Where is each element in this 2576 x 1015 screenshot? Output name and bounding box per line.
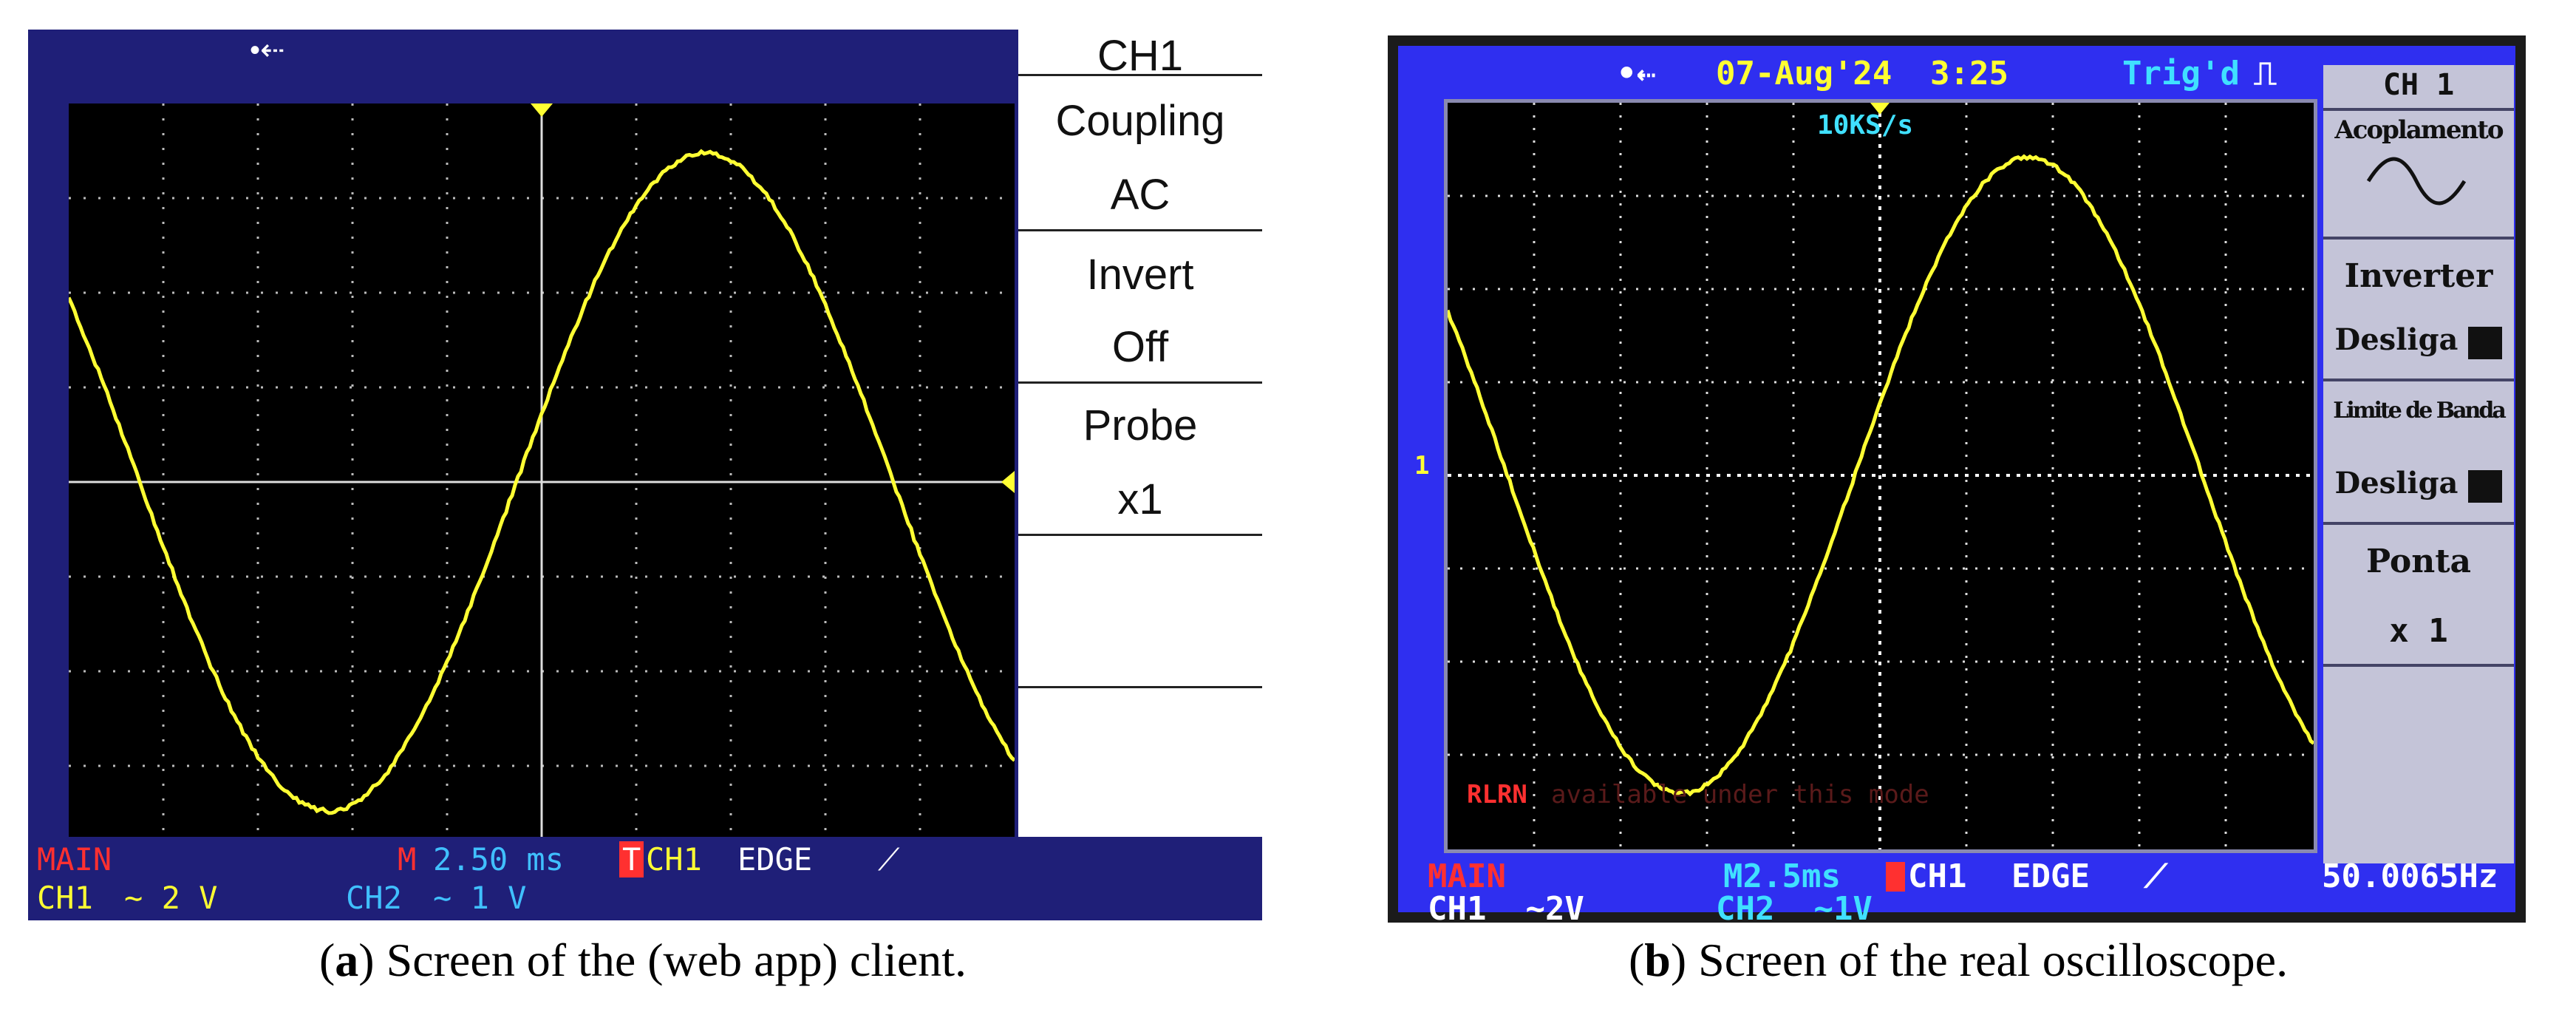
- trigger-source: CH1: [646, 841, 702, 877]
- menu-channel-title: CH1: [1018, 31, 1262, 81]
- trigger-status: Trig'd: [2122, 55, 2240, 92]
- bandwidth-label[interactable]: Limite de Banda: [2323, 398, 2514, 424]
- usb-icon: •⇠: [250, 33, 285, 67]
- timebase-value: 2.50 ms: [433, 841, 564, 877]
- probe-value[interactable]: x1: [1018, 475, 1262, 524]
- trigger-position-marker: [531, 103, 553, 117]
- scope-waveform-svg: [1448, 103, 2314, 849]
- coupling-label[interactable]: Acoplamento: [2323, 115, 2514, 145]
- client-panel: •⇠ CH1 Cou: [28, 30, 1262, 920]
- trigger-marker: T: [619, 841, 644, 877]
- trigger-pulse-icon: ⎍: [2254, 55, 2277, 92]
- client-screen: [28, 72, 1018, 866]
- client-top-bar: •⇠: [28, 30, 1018, 72]
- invert-off-icon: [2468, 327, 2502, 359]
- invert-label[interactable]: Invert: [1018, 250, 1262, 299]
- ch1-scale: ∼ 2 V: [124, 880, 217, 916]
- rising-edge-icon: ⟋: [2144, 858, 2167, 895]
- probe-label[interactable]: Probe: [1018, 401, 1262, 450]
- scope-date: 07-Aug'24: [1716, 55, 1892, 92]
- caption-b: (b) Screen of the real oscilloscope.: [1515, 933, 2402, 988]
- main-label: MAIN: [37, 841, 112, 877]
- oscilloscope-screen: •⇠ 07-Aug'24 3:25 Trig'd ⎍: [1398, 46, 2515, 912]
- trigger-marker: [1886, 862, 1905, 892]
- client-waveform-display: [69, 103, 1015, 865]
- usb-icon: •⇠: [1617, 55, 1656, 92]
- ch2-scale: ∼ 1 V: [433, 880, 526, 916]
- oscilloscope-photo: •⇠ 07-Aug'24 3:25 Trig'd ⎍: [1388, 35, 2526, 923]
- ch2-label: CH2: [346, 880, 402, 916]
- client-status-bar: MAIN M 2.50 ms T CH1 EDGE ⟋ CH1 ∼ 2 V CH…: [28, 837, 1262, 920]
- scope-side-menu: CH 1 Acoplamento Inverter Desliga Limite…: [2323, 65, 2514, 863]
- probe-label[interactable]: Ponta: [2323, 543, 2514, 580]
- ch1-label: CH1: [37, 880, 93, 916]
- ch2-scale: CH2 ∼1V: [1716, 890, 1873, 928]
- ch1-scale: CH1 ∼2V: [1428, 890, 1584, 928]
- client-waveform-svg: [69, 103, 1015, 865]
- invert-value[interactable]: Desliga: [2301, 322, 2492, 357]
- invert-label[interactable]: Inverter: [2323, 257, 2514, 295]
- trigger-source: CH1: [1908, 858, 1966, 895]
- ac-coupling-icon: [2365, 155, 2468, 211]
- ch1-ground-marker: 1: [1414, 451, 1429, 481]
- caption-b-label: b: [1644, 934, 1671, 986]
- caption-b-text: Screen of the real oscilloscope.: [1698, 934, 2288, 986]
- sample-rate: 10KS/s: [1817, 110, 1913, 140]
- scope-waveform-display: 10KS/s RLRN available under this mode: [1444, 99, 2317, 853]
- trigger-type: EDGE: [2011, 858, 2090, 895]
- trigger-level-marker: [1001, 471, 1015, 493]
- scope-time: 3:25: [1930, 55, 2008, 92]
- caption-a-label: a: [335, 934, 358, 986]
- caption-a: (a) Screen of the (web app) client.: [236, 933, 1049, 988]
- frequency-readout: 50.0065Hz: [2322, 858, 2498, 895]
- bandwidth-off-icon: [2468, 470, 2502, 503]
- bandwidth-value[interactable]: Desliga: [2301, 466, 2492, 500]
- rlrn-label: RLRN: [1467, 780, 1527, 809]
- invert-value[interactable]: Off: [1018, 322, 1262, 372]
- trigger-type: EDGE: [737, 841, 812, 877]
- client-side-menu: CH1 Coupling AC Invert Off Probe x1: [1018, 30, 1262, 837]
- probe-value[interactable]: x 1: [2323, 612, 2514, 650]
- timebase-marker: M: [398, 841, 416, 877]
- rlrn-note: available under this mode: [1551, 780, 1929, 809]
- coupling-label[interactable]: Coupling: [1018, 96, 1262, 146]
- caption-a-text: Screen of the (web app) client.: [386, 934, 967, 986]
- coupling-value[interactable]: AC: [1018, 170, 1262, 220]
- menu-channel-title: CH 1: [2323, 68, 2514, 102]
- rising-edge-icon: ⟋: [878, 841, 899, 878]
